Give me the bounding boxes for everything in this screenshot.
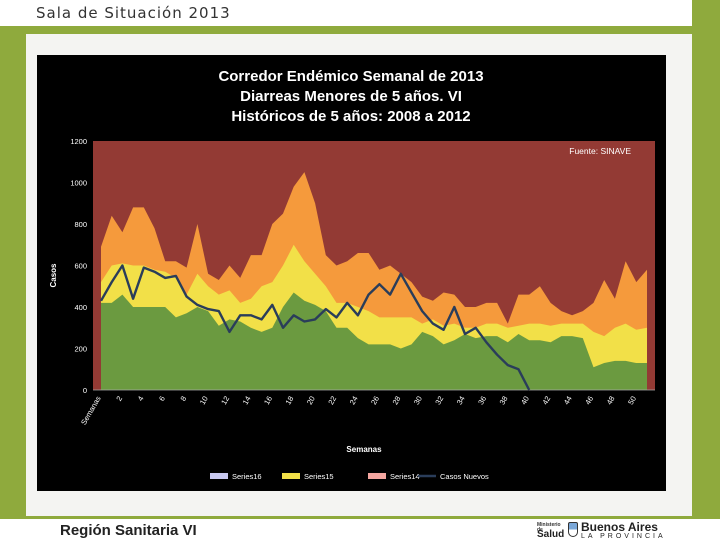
endemic-corridor-chart: Corredor Endémico Semanal de 2013 Diarre… bbox=[37, 55, 666, 491]
y-tick-label: 800 bbox=[74, 220, 87, 229]
x-tick-label: 42 bbox=[540, 395, 552, 407]
legend-swatch bbox=[210, 473, 228, 479]
legend-label: Casos Nuevos bbox=[440, 472, 489, 481]
x-tick-label: 48 bbox=[605, 395, 617, 407]
logo-brand: Buenos Aires bbox=[581, 520, 658, 534]
chart-title-line-2: Diarreas Menores de 5 años. VI bbox=[240, 88, 462, 105]
x-axis-label: Semanas bbox=[346, 445, 382, 454]
x-tick-label: 16 bbox=[262, 395, 274, 407]
slide-footer: Región Sanitaria VI Ministerio de Salud … bbox=[0, 516, 720, 540]
frame-top bbox=[26, 26, 692, 34]
region-label: Región Sanitaria VI bbox=[60, 522, 197, 539]
slide-title: Sala de Situación 2013 bbox=[36, 4, 231, 22]
y-axis-label: Casos bbox=[49, 263, 58, 288]
chart-legend: Series16 Series15 Series14 Casos Nuevos bbox=[210, 472, 489, 481]
x-tick-label: 22 bbox=[326, 395, 338, 407]
x-tick-label: 30 bbox=[412, 395, 424, 407]
x-tick-label: 18 bbox=[283, 395, 295, 407]
x-tick-label: 40 bbox=[519, 395, 531, 407]
province-shield-icon bbox=[568, 522, 578, 537]
source-label: Fuente: SINAVE bbox=[569, 146, 631, 156]
x-tick-label: 34 bbox=[455, 395, 467, 407]
y-tick-label: 400 bbox=[74, 303, 87, 312]
line-casos-nuevos bbox=[99, 264, 531, 391]
legend-swatch bbox=[368, 473, 386, 479]
x-tick-label: 8 bbox=[178, 395, 188, 403]
x-tick-label: 4 bbox=[136, 395, 146, 403]
legend-label: Series14 bbox=[390, 472, 420, 481]
x-tick-label: 24 bbox=[348, 395, 360, 407]
x-tick-label: 10 bbox=[198, 395, 210, 407]
x-tick-label: 50 bbox=[626, 395, 638, 407]
x-tick-label: 2 bbox=[114, 395, 124, 403]
y-tick-label: 1000 bbox=[70, 179, 87, 188]
chart-title-line-1: Corredor Endémico Semanal de 2013 bbox=[218, 68, 483, 85]
y-tick-label: 0 bbox=[83, 386, 87, 395]
logo-salud: Salud bbox=[537, 529, 565, 540]
x-tick-label: 14 bbox=[241, 395, 253, 407]
x-tick-label: 12 bbox=[219, 395, 231, 407]
x-tick-label: 28 bbox=[391, 395, 403, 407]
legend-label: Series16 bbox=[232, 472, 262, 481]
legend-swatch bbox=[282, 473, 300, 479]
x-tick-label: 46 bbox=[583, 395, 595, 407]
x-tick-label: 44 bbox=[562, 395, 574, 407]
x-tick-label: 38 bbox=[498, 395, 510, 407]
logo-province: LA PROVINCIA bbox=[581, 533, 666, 540]
chart-title-line-3: Históricos de 5 años: 2008 a 2012 bbox=[231, 108, 470, 125]
legend-label: Series15 bbox=[304, 472, 334, 481]
frame-right bbox=[692, 0, 720, 516]
x-tick-label: 36 bbox=[476, 395, 488, 407]
x-tick-label: 20 bbox=[305, 395, 317, 407]
x-tick-label: 26 bbox=[369, 395, 381, 407]
x-tick-label: 32 bbox=[433, 395, 445, 407]
x-tick-label: 6 bbox=[157, 395, 167, 403]
y-tick-label: 1200 bbox=[70, 137, 87, 146]
frame-left bbox=[0, 26, 26, 516]
y-tick-label: 600 bbox=[74, 262, 87, 271]
logo-ministry-line: Ministerio de bbox=[537, 522, 561, 533]
y-tick-label: 200 bbox=[74, 345, 87, 354]
slide-header: Sala de Situación 2013 bbox=[0, 0, 720, 26]
